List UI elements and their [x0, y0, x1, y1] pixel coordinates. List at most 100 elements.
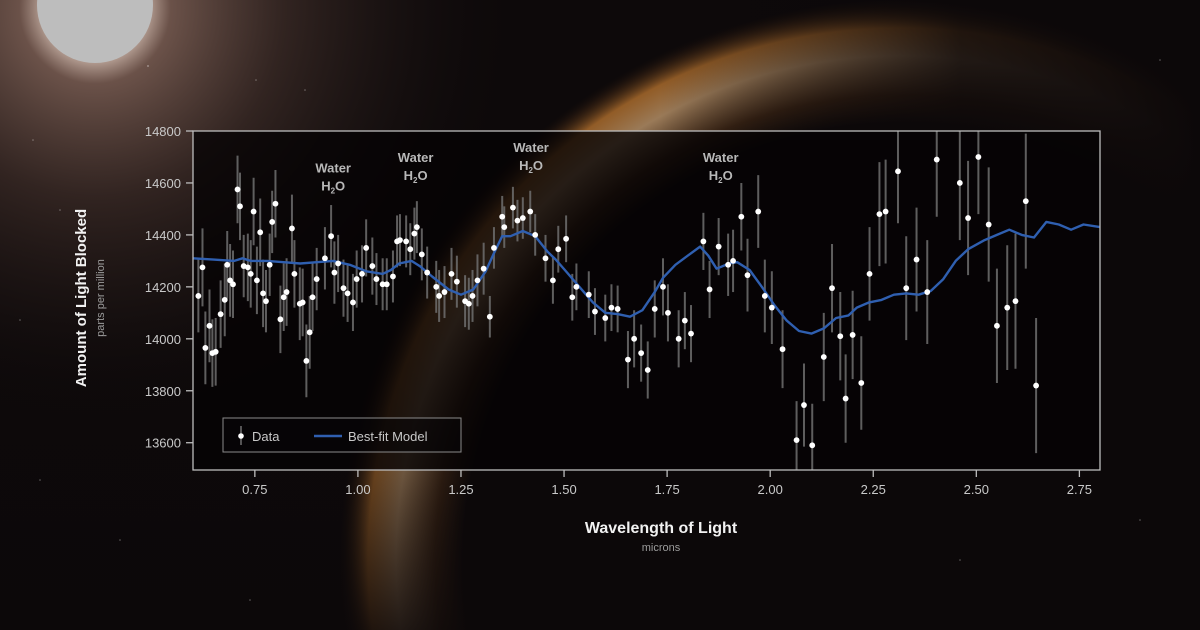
data-point [491, 244, 497, 251]
data-point [675, 335, 682, 342]
data-point [424, 269, 431, 276]
data-point [501, 224, 508, 231]
annotation-h2o-formula: H2O [404, 168, 428, 185]
x-tick-label: 1.50 [551, 482, 576, 497]
data-point [585, 291, 592, 298]
data-point [306, 329, 313, 336]
data-point [379, 281, 386, 288]
data-point [738, 213, 745, 220]
x-axis-title: Wavelength of Light [585, 520, 738, 537]
data-point [453, 278, 460, 285]
data-point [486, 313, 493, 320]
data-point [532, 232, 539, 238]
data-point [260, 290, 266, 297]
data-point [322, 255, 328, 262]
data-point [331, 269, 338, 276]
data-point [744, 272, 751, 279]
x-tick-label: 0.75 [242, 482, 267, 497]
data-point [956, 180, 963, 186]
data-point [340, 285, 347, 292]
x-tick-label: 1.75 [654, 482, 679, 497]
data-point [390, 273, 396, 280]
y-axis-title: Amount of Light Blocked [73, 209, 90, 387]
data-point [383, 281, 390, 288]
data-point [299, 299, 306, 306]
data-point [257, 229, 264, 236]
data-point [403, 238, 410, 245]
data-point [244, 264, 251, 271]
data-point [730, 257, 736, 264]
data-point [660, 283, 666, 290]
x-tick-label: 2.25 [861, 482, 886, 497]
star [37, 0, 153, 63]
water-annotations: Water H2O Water H2O Water H2O Water H2O [315, 140, 738, 196]
data-point [291, 270, 298, 277]
data-point [230, 281, 236, 288]
data-point [335, 260, 342, 267]
legend-data-marker [238, 433, 244, 439]
data-point [313, 276, 320, 282]
data-point [985, 221, 992, 228]
legend-data-label: Data [252, 429, 280, 444]
data-point [373, 276, 380, 282]
data-point [965, 215, 971, 221]
y-tick-label: 14200 [145, 280, 181, 295]
data-point [849, 332, 856, 338]
data-point [592, 308, 598, 315]
x-tick-label: 2.50 [964, 482, 989, 497]
data-point [761, 293, 768, 299]
data-point [933, 156, 940, 163]
data-point [876, 211, 883, 218]
data-point [436, 293, 443, 299]
data-point [202, 345, 209, 351]
data-point [913, 256, 920, 263]
data-point [631, 335, 638, 342]
data-point [755, 208, 762, 215]
data-point [1033, 382, 1039, 389]
data-point [801, 402, 807, 408]
data-point [793, 437, 800, 444]
data-point [651, 306, 658, 312]
data-point [328, 233, 335, 240]
data-point [638, 350, 645, 357]
data-point [820, 354, 827, 360]
data-point [266, 261, 273, 268]
data-point [837, 333, 844, 340]
legend-model-label: Best-fit Model [348, 429, 428, 444]
data-point [353, 276, 360, 282]
data-point [681, 317, 688, 324]
data-point [688, 330, 694, 337]
data-point [514, 217, 521, 224]
data-point [895, 168, 901, 175]
data-point [224, 261, 231, 268]
data-point [903, 285, 910, 292]
data-point [413, 224, 420, 231]
data-point [441, 289, 448, 295]
data-point [411, 230, 418, 237]
data-point [555, 246, 562, 253]
data-point [768, 304, 775, 311]
data-point [280, 294, 287, 301]
data-point [779, 346, 786, 353]
data-point [433, 283, 440, 290]
x-tick-label: 2.00 [758, 482, 783, 497]
data-point [212, 348, 219, 355]
data-point [706, 286, 713, 293]
data-points [195, 154, 1039, 449]
y-tick-label: 14400 [145, 228, 181, 243]
data-point [809, 442, 816, 449]
x-tick-label: 2.75 [1067, 482, 1092, 497]
annotation-h2o-formula: H2O [321, 179, 345, 196]
data-point [263, 298, 269, 305]
data-point [369, 263, 376, 269]
x-tick-label: 1.25 [448, 482, 473, 497]
data-point [1022, 198, 1029, 205]
y-axis: 13600 13800 14000 14200 14400 14600 14800 [145, 124, 193, 451]
data-point [994, 322, 1000, 329]
data-point [563, 235, 570, 242]
data-point [344, 290, 351, 297]
data-point [644, 367, 651, 373]
data-point [882, 208, 889, 215]
x-axis-units: microns [642, 542, 681, 554]
